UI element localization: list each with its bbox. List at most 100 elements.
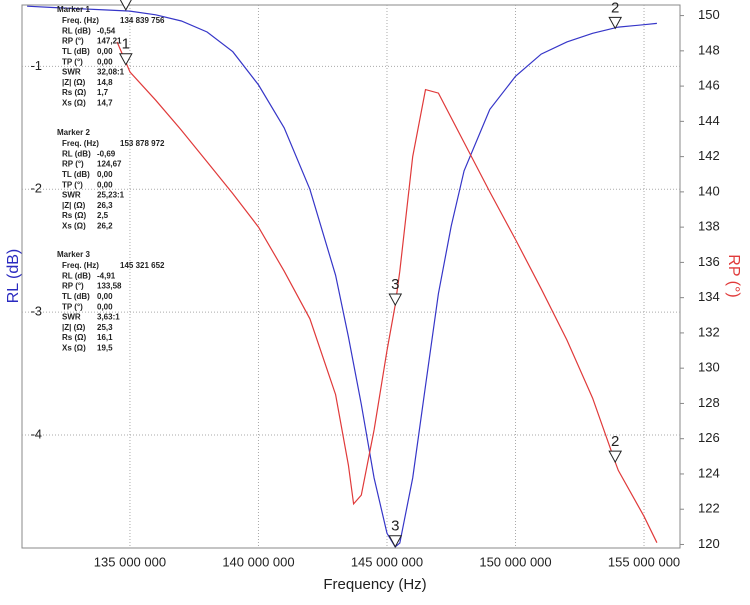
y2-tick-label: 140 bbox=[698, 183, 720, 198]
y2-tick-label: 148 bbox=[698, 42, 720, 57]
marker-field: RL (dB) bbox=[62, 26, 91, 35]
marker-field: TL (dB) bbox=[62, 47, 90, 56]
marker-field: |Z| (Ω) bbox=[62, 78, 86, 87]
marker-value: 0,00 bbox=[97, 170, 113, 179]
marker-triangle bbox=[608, 450, 623, 464]
y2-tick-label: 128 bbox=[698, 395, 720, 410]
marker-value: 3,63:1 bbox=[97, 313, 120, 322]
marker-number: 2 bbox=[611, 0, 619, 16]
marker-field: TL (dB) bbox=[62, 170, 90, 179]
marker-field: RP (°) bbox=[62, 37, 84, 46]
y2-tick-label: 130 bbox=[698, 360, 720, 375]
marker-number: 2 bbox=[611, 433, 619, 450]
marker-value: 25,3 bbox=[97, 323, 113, 332]
x-tick-label: 145 000 000 bbox=[351, 554, 423, 569]
marker-field: Freq. (Hz) bbox=[62, 16, 99, 25]
marker-field: TP (°) bbox=[62, 180, 83, 189]
marker-value: 0,00 bbox=[97, 180, 113, 189]
marker-value: -0,54 bbox=[97, 26, 116, 35]
y-tick-label: -3 bbox=[30, 304, 42, 319]
marker-field: SWR bbox=[62, 68, 81, 77]
marker-triangle bbox=[608, 16, 623, 30]
x-axis-title: Frequency (Hz) bbox=[323, 576, 426, 593]
marker-value: 14,8 bbox=[97, 78, 113, 87]
marker-field: Freq. (Hz) bbox=[62, 139, 99, 148]
marker-field: Rs (Ω) bbox=[62, 333, 87, 342]
y2-tick-label: 126 bbox=[698, 430, 720, 445]
marker-title: Marker 3 bbox=[57, 250, 90, 259]
x-tick-label: 135 000 000 bbox=[94, 554, 166, 569]
marker-value: 133,58 bbox=[97, 282, 122, 291]
marker-number: 3 bbox=[391, 276, 399, 293]
marker-field: SWR bbox=[62, 191, 81, 200]
marker-triangle bbox=[388, 535, 403, 548]
marker-value: 0,00 bbox=[97, 57, 113, 66]
marker-field: Xs (Ω) bbox=[62, 222, 86, 231]
x-tick-label: 140 000 000 bbox=[222, 554, 294, 569]
marker-value: 32,08:1 bbox=[97, 68, 125, 77]
series-line bbox=[116, 41, 658, 543]
marker-field: RP (°) bbox=[62, 282, 84, 291]
y-tick-label: -4 bbox=[30, 426, 42, 441]
marker-field: SWR bbox=[62, 313, 81, 322]
series-line bbox=[27, 5, 657, 548]
y-tick-label: -2 bbox=[30, 181, 42, 196]
y-axis-title: RL (dB) bbox=[5, 249, 22, 304]
marker-value: -4,91 bbox=[97, 271, 116, 280]
marker-field: Xs (Ω) bbox=[62, 99, 86, 108]
y2-tick-label: 138 bbox=[698, 219, 720, 234]
marker-value: 153 878 972 bbox=[120, 139, 165, 148]
marker-value: 25,23:1 bbox=[97, 191, 125, 200]
y2-tick-label: 146 bbox=[698, 78, 720, 93]
y2-axis-title: RP (°) bbox=[725, 254, 742, 297]
y2-tick-label: 132 bbox=[698, 324, 720, 339]
y2-tick-label: 122 bbox=[698, 501, 720, 516]
marker-value: 2,5 bbox=[97, 211, 109, 220]
marker-field: TP (°) bbox=[62, 57, 83, 66]
y-tick-label: -1 bbox=[30, 58, 42, 73]
marker-triangle bbox=[118, 53, 133, 66]
plot-frame bbox=[21, 4, 681, 549]
marker-value: 147,21 bbox=[97, 37, 122, 46]
marker-field: Rs (Ω) bbox=[62, 88, 87, 97]
marker-value: 134 839 756 bbox=[120, 16, 165, 25]
marker-value: 0,00 bbox=[97, 292, 113, 301]
marker-title: Marker 2 bbox=[57, 128, 90, 137]
marker-value: 0,00 bbox=[97, 302, 113, 311]
marker-field: RL (dB) bbox=[62, 271, 91, 280]
y2-tick-label: 144 bbox=[698, 113, 720, 128]
marker-number: 3 bbox=[391, 518, 399, 535]
marker-field: |Z| (Ω) bbox=[62, 201, 86, 210]
marker-number: 1 bbox=[122, 36, 130, 53]
y2-tick-label: 124 bbox=[698, 465, 720, 480]
marker-value: 145 321 652 bbox=[120, 261, 165, 270]
y2-tick-label: 136 bbox=[698, 254, 720, 269]
marker-field: Xs (Ω) bbox=[62, 344, 86, 353]
marker-field: TL (dB) bbox=[62, 292, 90, 301]
marker-field: TP (°) bbox=[62, 302, 83, 311]
marker-value: -0,69 bbox=[97, 149, 116, 158]
marker-triangle bbox=[388, 293, 403, 307]
y2-tick-label: 150 bbox=[698, 7, 720, 22]
x-tick-label: 150 000 000 bbox=[479, 554, 551, 569]
marker-triangle bbox=[119, 0, 132, 11]
marker-value: 16,1 bbox=[97, 333, 113, 342]
marker-value: 26,2 bbox=[97, 222, 113, 231]
y2-tick-label: 134 bbox=[698, 289, 720, 304]
marker-field: RP (°) bbox=[62, 160, 84, 169]
marker-value: 19,5 bbox=[97, 344, 113, 353]
marker-value: 26,3 bbox=[97, 201, 113, 210]
x-tick-label: 155 000 000 bbox=[608, 554, 680, 569]
y2-tick-label: 120 bbox=[698, 536, 720, 551]
y2-tick-label: 142 bbox=[698, 148, 720, 163]
marker-value: 124,67 bbox=[97, 160, 122, 169]
marker-value: 14,7 bbox=[97, 99, 113, 108]
marker-title: Marker 1 bbox=[57, 5, 90, 14]
marker-value: 0,00 bbox=[97, 47, 113, 56]
marker-field: RL (dB) bbox=[62, 149, 91, 158]
marker-field: Rs (Ω) bbox=[62, 211, 87, 220]
marker-value: 1,7 bbox=[97, 88, 109, 97]
marker-field: Freq. (Hz) bbox=[62, 261, 99, 270]
marker-field: |Z| (Ω) bbox=[62, 323, 86, 332]
